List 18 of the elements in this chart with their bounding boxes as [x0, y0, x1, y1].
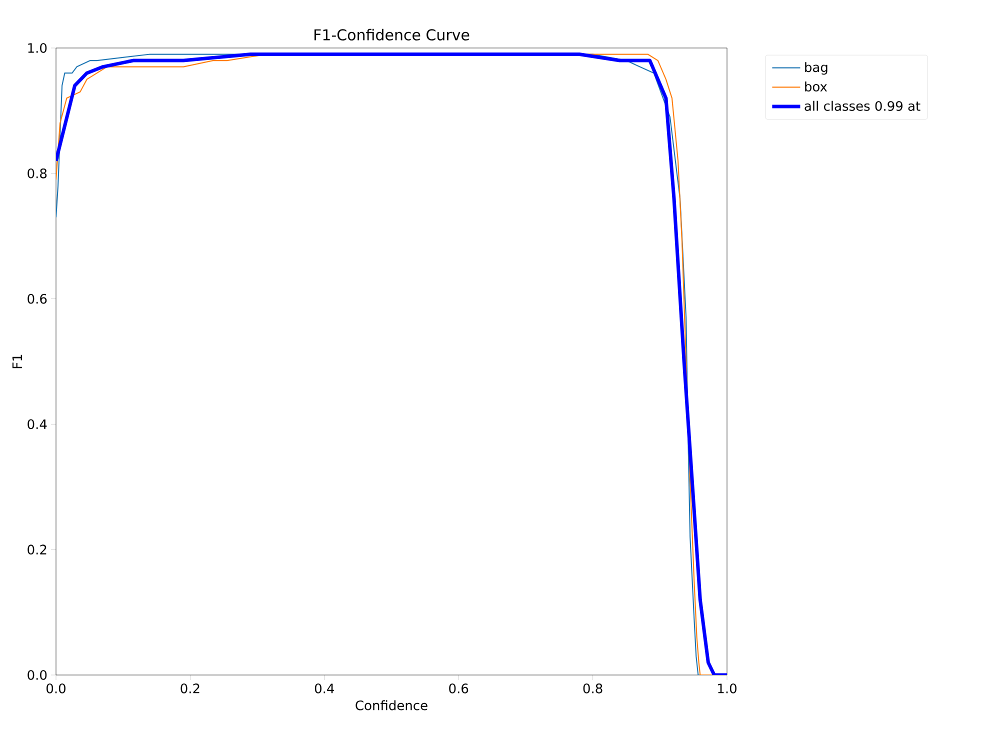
y-tick-label: 1.0: [28, 43, 47, 53]
x-axis-title: Confidence: [356, 700, 428, 710]
legend-label: box: [805, 81, 828, 92]
legend-label: bag: [805, 62, 828, 75]
x-tick-label: 0.8: [583, 684, 602, 694]
y-tick-label: 0.8: [28, 168, 47, 178]
y-axis-title: F1: [12, 354, 22, 368]
chart-title: F1-Confidence Curve: [314, 28, 470, 40]
x-tick-label: 0.6: [449, 684, 468, 694]
y-tick-label: 0.0: [28, 670, 47, 680]
x-tick-label: 0.2: [180, 684, 200, 694]
x-tick-label: 0.0: [46, 684, 66, 694]
y-tick-label: 0.2: [28, 544, 46, 555]
y-tick-label: 0.4: [28, 419, 47, 430]
legend-label: all classes 0.99 at: [804, 100, 920, 111]
x-tick-label: 1.0: [718, 684, 736, 694]
x-tick-label: 0.4: [314, 684, 334, 694]
y-tick-label: 0.6: [28, 294, 47, 304]
